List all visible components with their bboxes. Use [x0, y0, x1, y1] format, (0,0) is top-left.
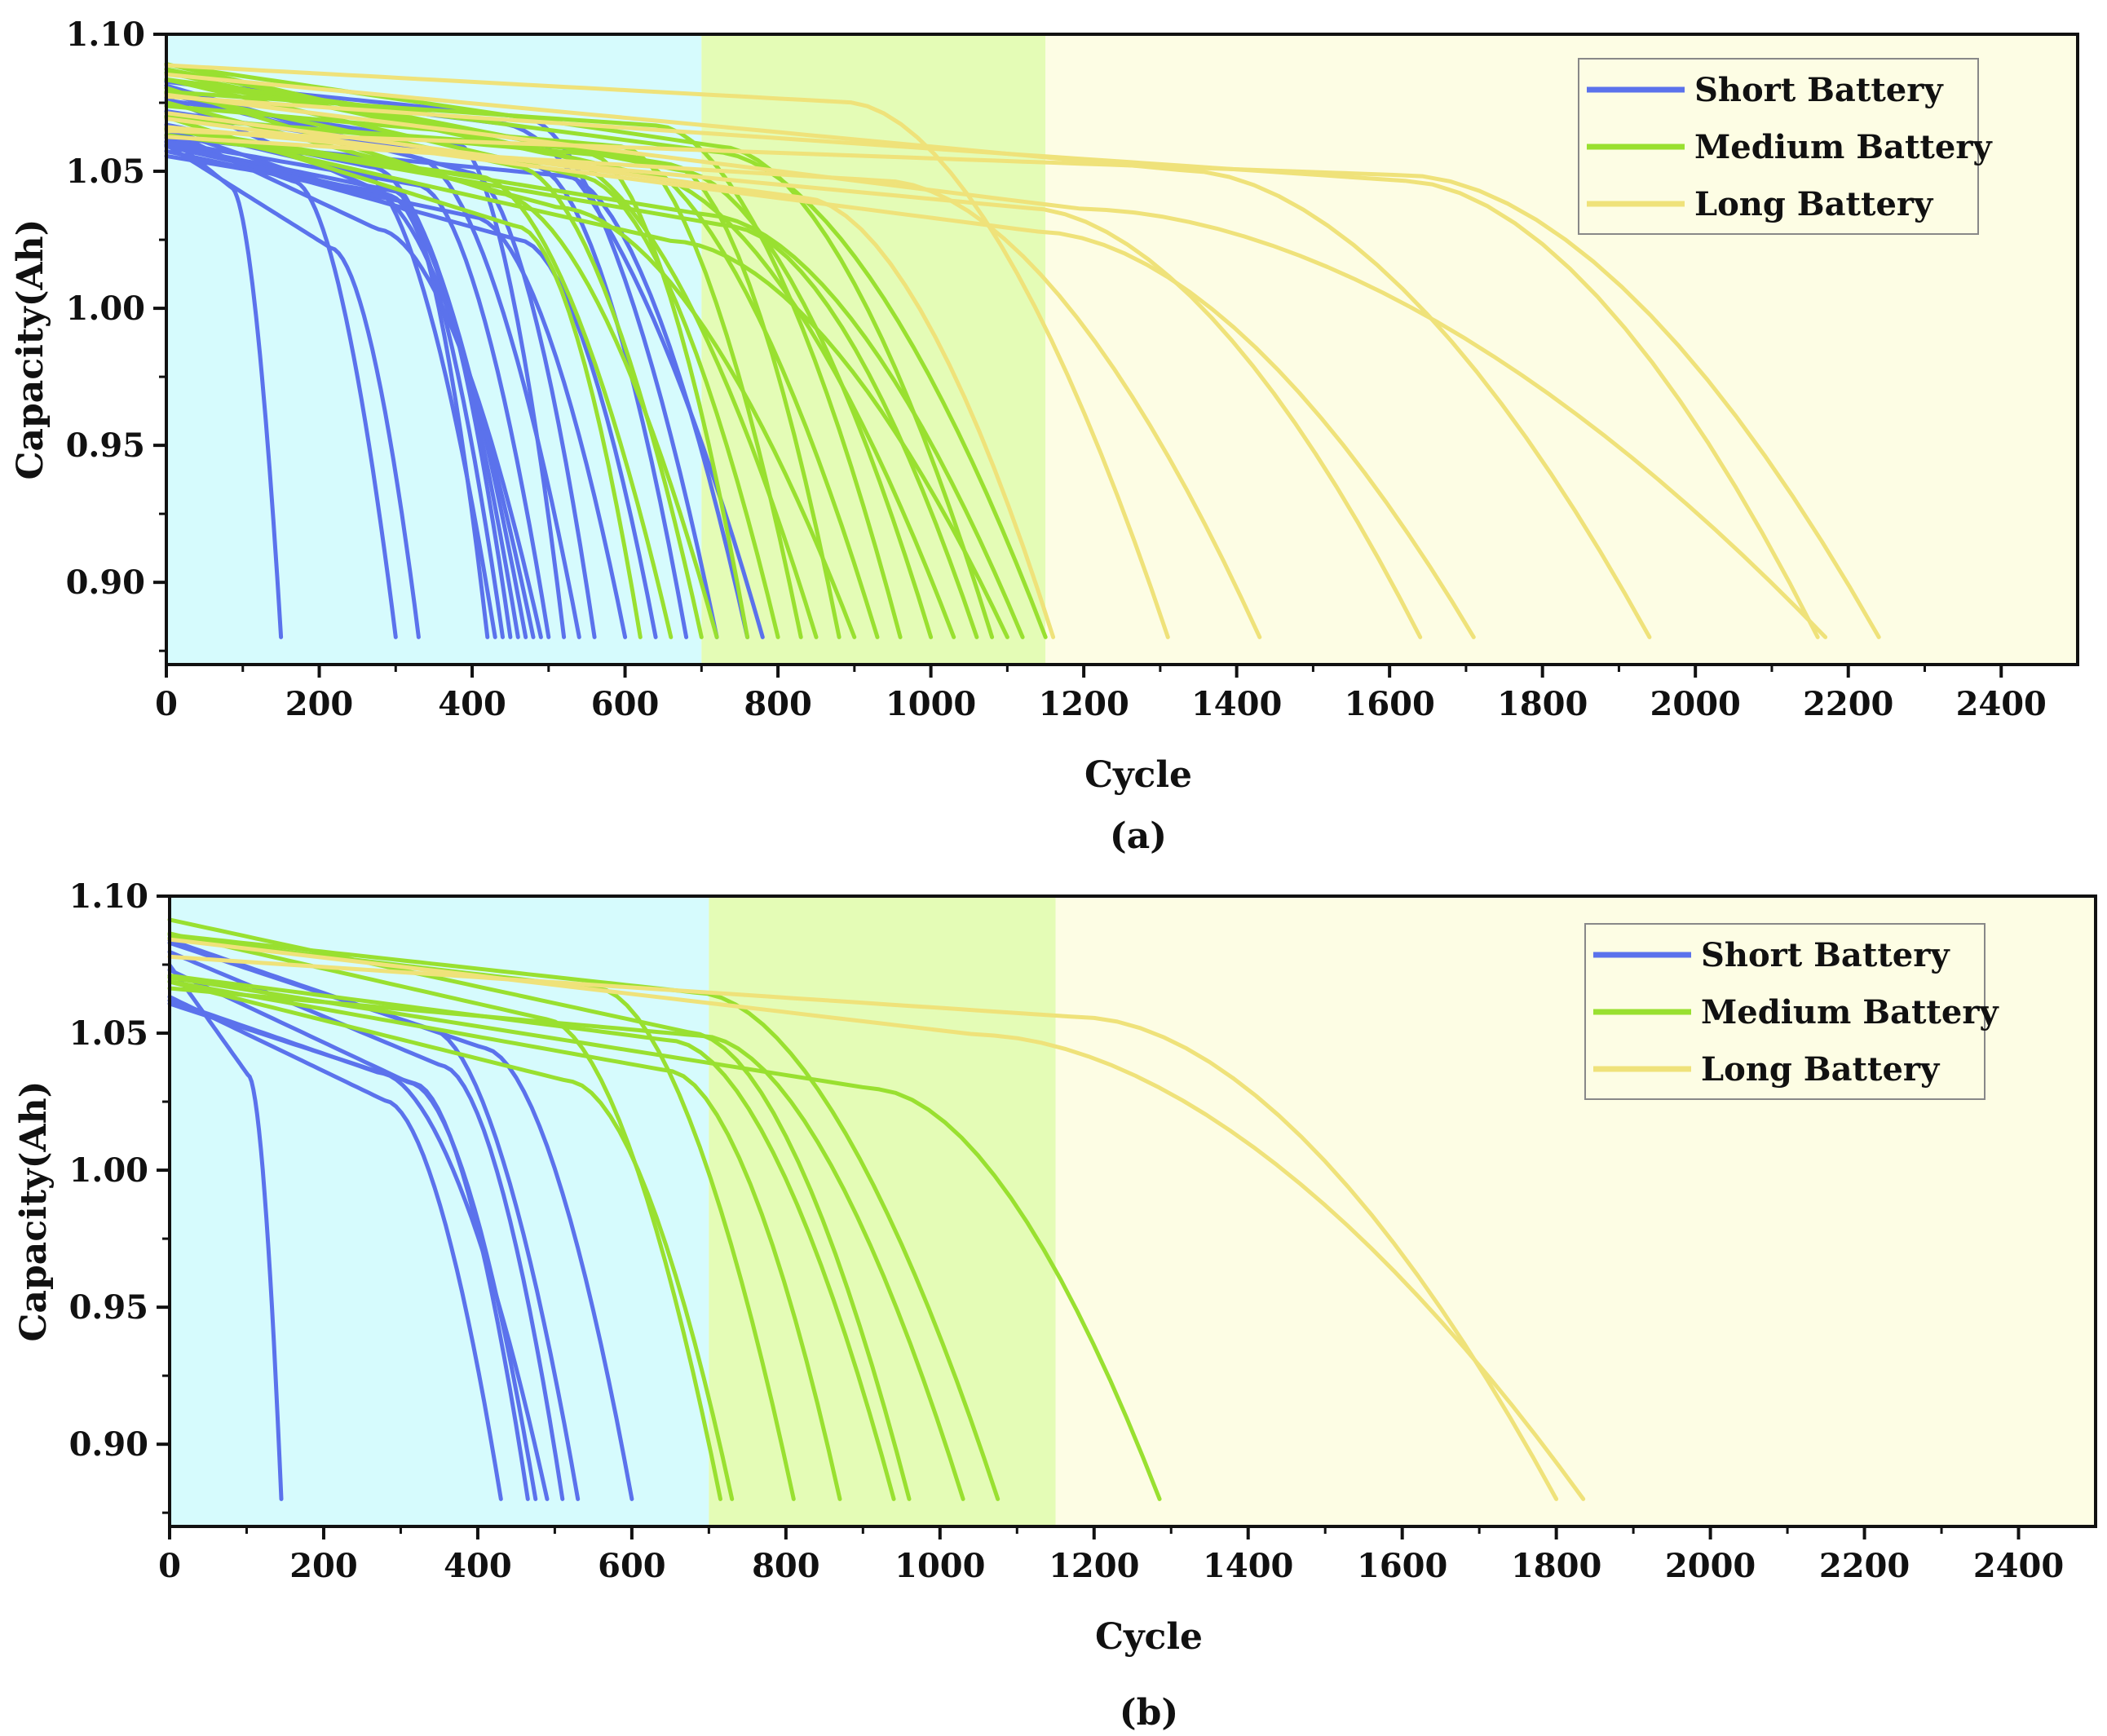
- x-tick-label: 1400: [1203, 1547, 1293, 1585]
- series-1-curve-16: [164, 125, 1009, 639]
- x-tick-label: 200: [285, 685, 354, 723]
- series-1-curve-7: [167, 933, 1000, 1501]
- legend-label-2: Long Battery: [1694, 185, 1934, 223]
- series-2-curve-5: [164, 72, 1652, 639]
- series-0-curve-15: [164, 148, 628, 639]
- x-tick-label: 0: [155, 685, 178, 723]
- x-tick-label: 2000: [1650, 685, 1741, 723]
- series-0-curve-16: [164, 139, 658, 639]
- series-2-curve-0: [167, 954, 1559, 1501]
- x-tick-label: 600: [598, 1547, 666, 1585]
- legend-label-1: Medium Battery: [1701, 993, 1999, 1031]
- legend-box: [1578, 58, 1979, 235]
- panel-b: 0 200 400 600 800 1000 1200 1400 1600 1800 2000 220…: [13, 877, 2097, 1734]
- x-tick-label: 400: [444, 1547, 512, 1585]
- series-0-curve-2: [164, 143, 421, 639]
- y-axis-title: Capacity(Ah): [13, 1081, 55, 1342]
- legend: Short Battery Medium Battery Long Battery: [1578, 58, 1993, 235]
- legend: Short Battery Medium Battery Long Battery: [1584, 923, 1999, 1100]
- series-0-curve-5: [167, 949, 565, 1501]
- legend-label-2: Long Battery: [1701, 1050, 1941, 1089]
- y-tick-label: 1.00: [66, 289, 145, 328]
- x-tick-label: 1400: [1191, 685, 1282, 723]
- x-tick-label: 800: [752, 1547, 820, 1585]
- region-2: [1045, 34, 2078, 665]
- series-2-curve-8: [164, 129, 1881, 639]
- panel-label: (b): [1120, 1692, 1178, 1734]
- series-1-curve-14: [164, 126, 979, 639]
- x-tick-label: 1000: [886, 685, 976, 723]
- x-tick-label: 2000: [1665, 1547, 1756, 1585]
- y-tick-label: 0.90: [66, 563, 145, 602]
- series-1-curve-3: [167, 979, 842, 1501]
- legend-label-0: Short Battery: [1701, 936, 1950, 974]
- region-1: [709, 896, 1056, 1526]
- series-1-curve-18: [164, 77, 1048, 639]
- series-0-curve-4: [167, 998, 550, 1501]
- series-2-curve-1: [167, 937, 1586, 1501]
- x-tick-label: 200: [289, 1547, 358, 1585]
- legend-label-0: Short Battery: [1694, 71, 1944, 109]
- y-tick-label: 1.00: [69, 1151, 148, 1190]
- x-tick-label: 800: [744, 685, 812, 723]
- x-tick-label: 1800: [1497, 685, 1588, 723]
- plot-frame: [168, 895, 2097, 1528]
- series-2-curve-0: [164, 111, 1056, 639]
- y-tick-label: 1.10: [69, 877, 148, 916]
- series-1-curve-8: [167, 975, 1162, 1501]
- panel-label: (a): [1110, 815, 1167, 857]
- x-axis-title: Cycle: [1095, 1616, 1203, 1658]
- series-2-curve-7: [164, 92, 1828, 639]
- x-tick-label: 2200: [1819, 1547, 1910, 1585]
- x-tick-label: 1600: [1344, 685, 1434, 723]
- plot-frame: [165, 33, 2079, 666]
- y-tick-label: 1.10: [66, 15, 145, 54]
- x-tick-label: 2400: [1973, 1547, 2064, 1585]
- x-tick-label: 600: [591, 685, 660, 723]
- x-tick-label: 1200: [1049, 1547, 1139, 1585]
- legend-box: [1584, 923, 1986, 1100]
- y-axis-title: Capacity(Ah): [10, 219, 51, 480]
- y-tick-label: 1.05: [66, 152, 145, 191]
- series-2-curve-4: [164, 117, 1476, 639]
- series-1-curve-1: [167, 979, 735, 1501]
- x-tick-label: 1200: [1038, 685, 1129, 723]
- y-tick-label: 0.90: [69, 1425, 148, 1464]
- y-tick-label: 0.95: [69, 1288, 148, 1327]
- x-tick-label: 1800: [1511, 1547, 1601, 1585]
- x-tick-label: 2400: [1956, 685, 2047, 723]
- x-tick-label: 2200: [1803, 685, 1893, 723]
- y-tick-label: 0.95: [66, 426, 145, 465]
- panel-a: 0 200 400 600 800 1000 1200 1400 1600 1800 2000 220…: [10, 15, 2079, 857]
- x-axis-title: Cycle: [1084, 754, 1192, 796]
- x-tick-label: 1600: [1357, 1547, 1447, 1585]
- series-1-curve-17: [164, 125, 1025, 639]
- x-tick-label: 1000: [894, 1547, 985, 1585]
- legend-label-1: Medium Battery: [1694, 128, 1993, 166]
- x-tick-label: 400: [438, 685, 506, 723]
- series-1-curve-13: [164, 62, 956, 639]
- series-2-curve-6: [164, 94, 1820, 639]
- region-2: [1055, 896, 2096, 1526]
- y-tick-label: 1.05: [69, 1014, 148, 1053]
- series-2-curve-2: [164, 135, 1262, 639]
- x-tick-label: 0: [158, 1547, 181, 1585]
- series-0-curve-7: [167, 938, 634, 1501]
- series-2-curve-1: [164, 63, 1170, 639]
